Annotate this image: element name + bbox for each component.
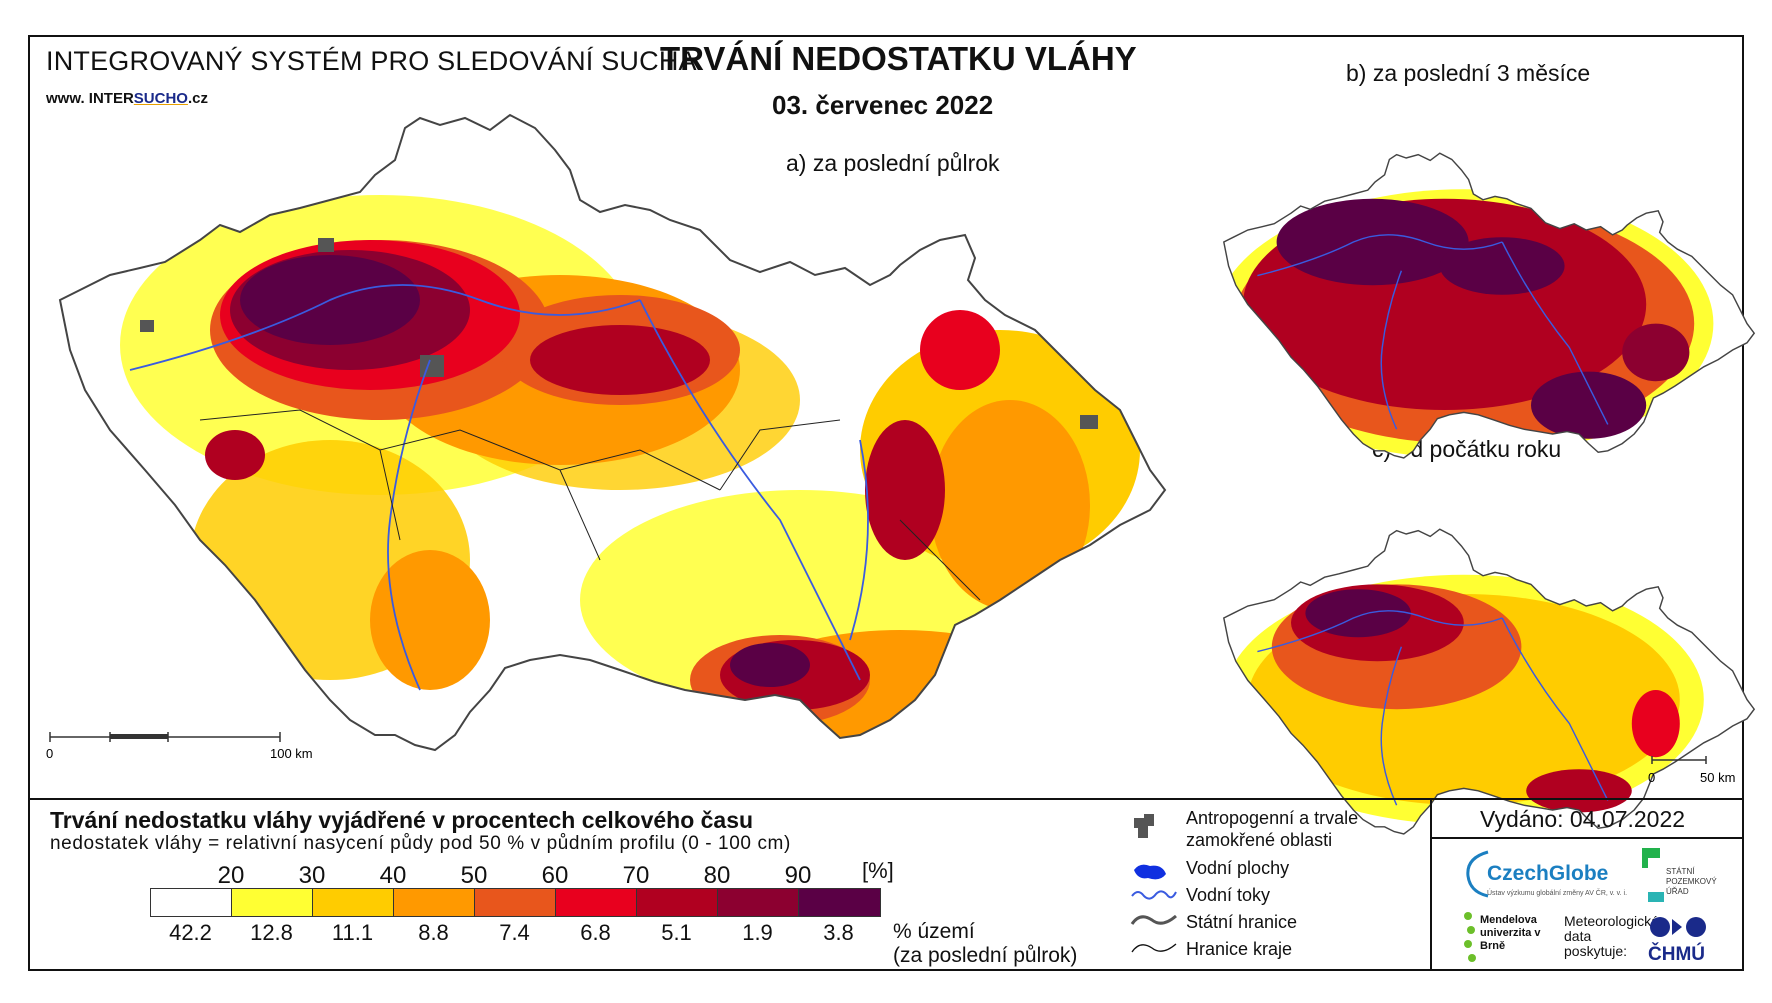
scale-a-start: 0 <box>46 746 53 761</box>
legend-anthropogenic-1: Antropogenní a trvale <box>1186 808 1359 828</box>
chmu-logo[interactable]: ČHMÚ <box>1648 944 1705 965</box>
legend-threshold-label: 20 <box>217 862 245 889</box>
water-body-icon <box>1134 864 1166 880</box>
legend-region-border: Hranice kraje <box>1186 939 1293 959</box>
region-border-icon <box>1131 943 1177 953</box>
map-c <box>1223 528 1755 835</box>
map-a <box>59 114 1166 751</box>
legend-state-border: Státní hranice <box>1186 912 1298 932</box>
legend-percentage-label: 11.1 <box>331 920 374 945</box>
pct-note-period: (za poslední půlrok) <box>893 944 1078 967</box>
issued-date: Vydáno: 04.07.2022 <box>1480 806 1686 832</box>
czechglobe-logo[interactable]: CzechGlobe <box>1487 862 1609 885</box>
map-title: TRVÁNÍ NEDOSTATKU VLÁHY <box>660 40 1137 77</box>
scale-c-start: 0 <box>1648 770 1655 785</box>
legend-thresholds: 20 30 40 50 60 70 80 90 <box>150 862 890 889</box>
legend-percentage-label: 5.1 <box>661 920 692 945</box>
legend-percentages: 42.2 12.8 11.1 8.8 7.4 6.8 5.1 1.9 3.8 <box>150 920 890 946</box>
scale-a-end: 100 km <box>270 746 313 761</box>
legend-swatch <box>637 889 718 916</box>
legend-title: Trvání nedostatku vláhy vyjádřené v proc… <box>50 807 754 833</box>
legend-swatch <box>151 889 232 916</box>
legend-water-bodies: Vodní plochy <box>1186 858 1290 878</box>
chmu-logo-mark <box>1650 917 1706 937</box>
czechglobe-logo-arc <box>1466 850 1489 898</box>
issued-divider <box>1430 837 1744 839</box>
scale-bar-c: 0 50 km <box>1648 756 1735 785</box>
legend-threshold-label: 30 <box>298 862 326 889</box>
legend-color-bar <box>150 888 881 917</box>
legend-percentage-label: 8.8 <box>418 920 449 945</box>
legend-percentage-label: 3.8 <box>823 920 854 945</box>
legend-swatch <box>799 889 880 916</box>
scale-c-end: 50 km <box>1700 770 1735 785</box>
legend-anthropogenic-2: zamokřené oblasti <box>1186 830 1333 850</box>
legend-percentage-label: 1.9 <box>742 920 773 945</box>
legend-swatch <box>232 889 313 916</box>
legend-swatch <box>475 889 556 916</box>
spu-logo-mark <box>1642 848 1664 902</box>
legend-threshold-label: 50 <box>460 862 488 889</box>
legend-divider <box>28 798 1744 800</box>
map-date: 03. červenec 2022 <box>772 90 994 120</box>
meteo-data-note: Meteorologická data poskytuje: <box>1564 913 1659 959</box>
legend-rivers: Vodní toky <box>1186 885 1271 905</box>
spu-logo[interactable]: STÁTNÍ POZEMKOVÝ ÚŘAD <box>1666 867 1717 896</box>
legend-unit: [%] <box>862 858 894 883</box>
panel-b-label: b) za poslední 3 měsíce <box>1346 60 1591 86</box>
pct-note-area: % území <box>893 920 975 943</box>
legend-percentage-label: 12.8 <box>250 920 293 945</box>
legend-percentage-label: 6.8 <box>580 920 611 945</box>
legend-threshold-label: 70 <box>622 862 650 889</box>
panel-a-label: a) za poslední půlrok <box>786 150 1000 176</box>
legend-percentage-label: 7.4 <box>499 920 530 945</box>
legend-percentage-label: 42.2 <box>169 920 212 945</box>
website-link[interactable]: www. INTERSUCHO.cz <box>46 90 208 107</box>
mendel-logo[interactable]: Mendelova univerzita v Brně <box>1480 914 1541 952</box>
state-border-icon <box>1130 914 1177 925</box>
legend-swatch <box>556 889 637 916</box>
legend-swatch <box>718 889 799 916</box>
legend-threshold-label: 80 <box>703 862 731 889</box>
river-icon <box>1131 890 1177 900</box>
system-title: INTEGROVANÝ SYSTÉM PRO SLEDOVÁNÍ SUCHA <box>46 46 697 76</box>
scale-bar-a: 0 100 km <box>46 732 313 761</box>
map-b <box>1223 152 1755 459</box>
map-frame <box>28 35 1744 971</box>
legend-swatch <box>313 889 394 916</box>
legend-subtitle: nedostatek vláhy = relativní nasycení pů… <box>50 833 791 854</box>
legend-threshold-label: 40 <box>379 862 407 889</box>
legend-threshold-label: 90 <box>784 862 812 889</box>
footer-divider <box>1430 798 1432 971</box>
czechglobe-subtitle: Ústav výzkumu globální změny AV ČR, v. v… <box>1487 890 1628 897</box>
legend-swatch <box>394 889 475 916</box>
anthropogenic-icon <box>1134 814 1154 838</box>
mendel-logo-dots <box>1464 912 1476 962</box>
legend-threshold-label: 60 <box>541 862 569 889</box>
